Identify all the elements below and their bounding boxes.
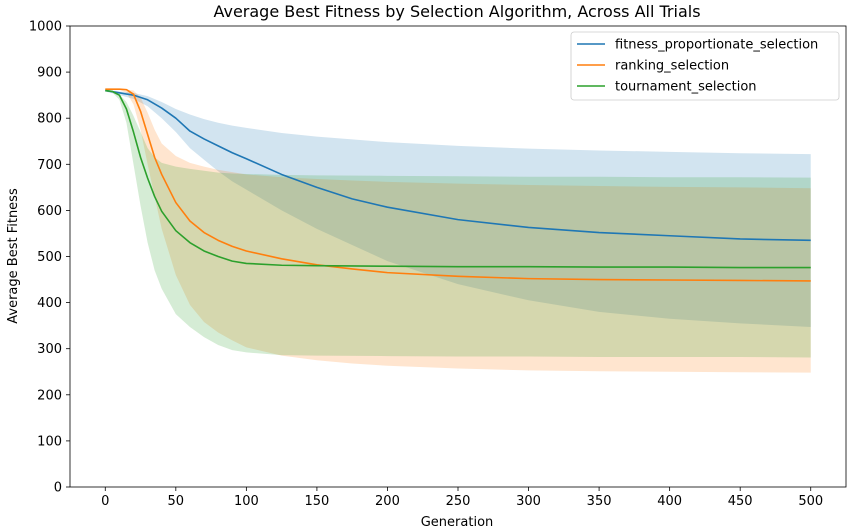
chart-title: Average Best Fitness by Selection Algori…: [213, 2, 700, 21]
band-tournament-selection: [105, 90, 811, 358]
legend-label: tournament_selection: [615, 80, 757, 95]
legend-label: ranking_selection: [615, 59, 729, 74]
x-tick-label: 450: [728, 494, 753, 509]
y-tick-label: 500: [37, 250, 62, 265]
x-tick-label: 400: [657, 494, 682, 509]
y-tick-label: 700: [37, 158, 62, 173]
y-tick-label: 300: [37, 342, 62, 357]
line-fitness-proportionate-selection: [105, 89, 811, 242]
x-tick-label: 500: [798, 494, 823, 509]
series-lines: [105, 88, 811, 282]
x-tick-label: 350: [587, 494, 612, 509]
x-axis-label: Generation: [421, 515, 494, 530]
y-tick-label: 1000: [29, 20, 62, 35]
y-axis: 0 100 200 300 400 500 600 700 800 900 1000: [29, 20, 70, 496]
y-tick-label: 0: [54, 481, 62, 496]
legend-box: [570, 31, 840, 101]
y-axis-label: Average Best Fitness: [6, 188, 21, 324]
x-tick-label: 0: [101, 494, 109, 509]
line-ranking-selection: [105, 88, 811, 282]
x-axis: 0 50 100 150 200 250 300 350 400 450 500: [101, 487, 823, 509]
x-tick-label: 300: [516, 494, 541, 509]
y-tick-label: 800: [37, 112, 62, 127]
band-ranking-selection: [105, 89, 811, 373]
y-tick-label: 100: [37, 434, 62, 449]
legend-label: fitness_proportionate_selection: [615, 38, 818, 53]
y-tick-label: 400: [37, 296, 62, 311]
x-tick-label: 50: [168, 494, 185, 509]
x-tick-label: 150: [304, 494, 329, 509]
x-tick-label: 100: [234, 494, 259, 509]
x-tick-label: 250: [446, 494, 471, 509]
y-tick-label: 600: [37, 204, 62, 219]
y-tick-label: 200: [37, 388, 62, 403]
legend: fitness_proportionate_selection ranking_s…: [570, 31, 840, 101]
x-tick-label: 200: [375, 494, 400, 509]
y-tick-label: 900: [37, 66, 62, 81]
line-tournament-selection: [105, 89, 811, 269]
